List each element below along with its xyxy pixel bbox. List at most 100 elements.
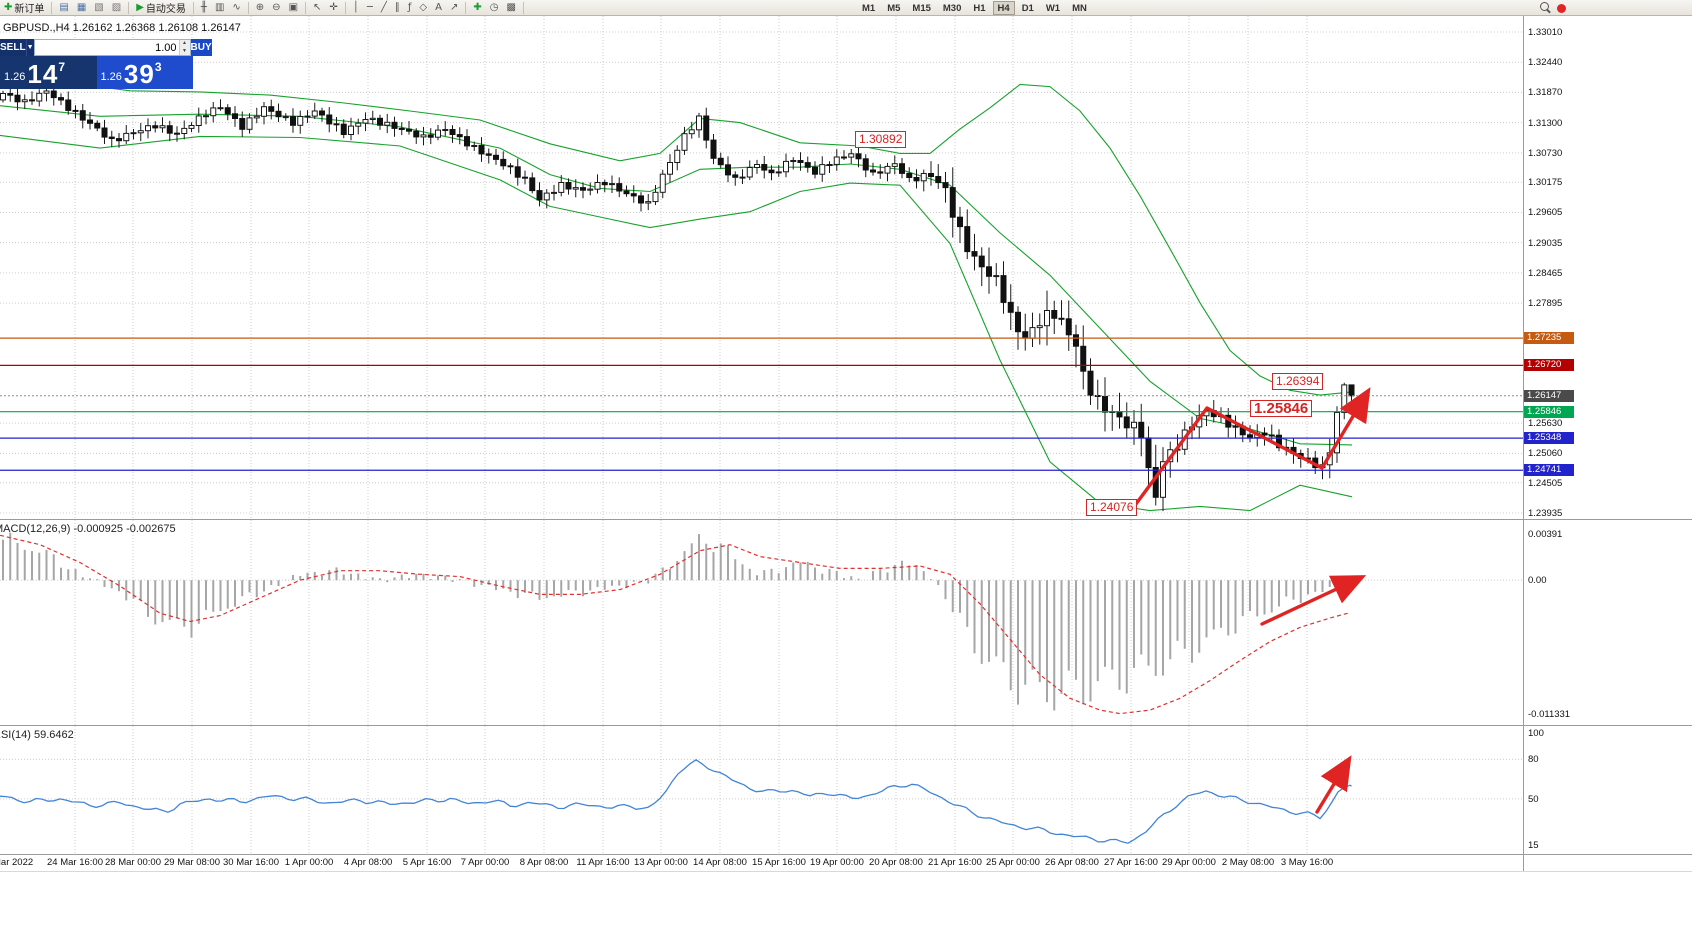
strategy-tester-icon: ▨ [111,1,122,13]
trendline-icon[interactable]: ╱ [378,1,390,15]
volume-spin-buttons: ▲ ▼ [178,40,190,55]
tile-windows-icon: ▣ [288,1,299,13]
timeframe-w1[interactable]: W1 [1045,2,1061,14]
templates-icon[interactable]: ▩ [503,1,518,15]
trend-arrow-main[interactable] [1131,387,1371,510]
order-options-caret-icon[interactable]: ▼ [25,39,34,56]
cursor-icon[interactable]: ↖ [310,1,324,15]
timeframe-m15[interactable]: M15 [912,2,931,14]
crosshair-icon[interactable]: ✛ [326,1,340,15]
strategy-tester-icon[interactable]: ▨ [109,1,124,15]
buy-price-pip: 3 [154,60,162,74]
price-annotation[interactable]: 1.24076 [1086,499,1138,516]
periods-icon: ◷ [489,1,499,13]
timeframe-d1[interactable]: D1 [1021,2,1034,14]
buy-price[interactable]: 1.26 39 3 [96,56,193,89]
auto-trading-button-label: 自动交易 [145,4,186,15]
rsi-label: RSI(14) 59.6462 [0,729,74,741]
zoom-out-icon[interactable]: ⊖ [269,1,283,15]
shapes-icon: ◇ [419,1,428,13]
toolbar-separator [344,1,346,14]
bar-chart-icon: ╫ [200,1,207,13]
price-annotation[interactable]: 1.25846 [1250,400,1313,417]
periods-icon[interactable]: ◷ [487,1,502,15]
vertical-line-icon: │ [352,1,359,13]
timeframe-h1[interactable]: H1 [973,2,986,14]
market-watch-icon: ▤ [59,1,69,13]
sell-price-pip: 7 [58,60,66,74]
cursor-icon: ↖ [313,1,322,13]
shapes-icon[interactable]: ◇ [416,1,430,15]
terminal-icon: ▧ [94,1,104,13]
toolbar-separator [51,1,53,14]
horizontal-line-icon[interactable]: ─ [364,1,376,15]
toolbar-right [1540,2,1566,14]
timeframe-h4[interactable]: H4 [992,0,1015,15]
line-chart-icon[interactable]: ∿ [229,1,243,15]
sell-price-digits: 14 [27,59,59,89]
auto-trading-button[interactable]: ▶ 自动交易 [133,1,189,16]
fibonacci-icon: ƒ [407,1,412,13]
volume-up-icon[interactable]: ▲ [179,40,190,48]
arrow-tool-icon[interactable]: ↗ [447,1,461,15]
auto-trading-icon: ▶ [136,1,144,13]
notification-badge[interactable] [1557,3,1566,13]
bollinger-lower [0,134,1353,512]
price-annotation[interactable]: 1.30892 [855,131,907,148]
volume-down-icon[interactable]: ▼ [179,47,190,55]
navigator-icon[interactable]: ▦ [74,1,89,15]
line-chart-icon: ∿ [232,1,241,13]
terminal-icon[interactable]: ▧ [91,1,106,15]
zoom-in-icon[interactable]: ⊕ [253,1,267,15]
timeframe-m1[interactable]: M1 [862,2,876,14]
fibonacci-icon[interactable]: ƒ [405,1,415,15]
new-order-button[interactable]: ✚ 新订单 [1,1,47,16]
toolbar: ✚ 新订单 ▤ ▦ ▧ ▨ ▶ 自动交易 ╫ ▥ ∿ ⊕ ⊖ ▣ ↖ ✛ │ ─ ╱ ∥ ƒ ◇ A ↗ ✚ ◷ ▩ M1 M5 M15… [0,0,1692,16]
toolbar-separator [305,1,307,14]
price-annotation[interactable]: 1.26394 [1272,373,1324,390]
panel-separator[interactable] [0,725,1692,726]
sell-button[interactable]: SELL [0,39,26,56]
one-click-trade-panel: SELL ▼ ▲ ▼ BUY 1.26 14 7 1.26 39 3 [0,39,212,89]
panel-separator [0,854,1692,855]
timeframe-mn[interactable]: MN [1072,2,1087,14]
new-order-icon: ✚ [4,1,13,13]
symbol-ohlc-header: GBPUSD.,H4 1.26162 1.26368 1.26108 1.261… [3,22,241,34]
tile-windows-icon[interactable]: ▣ [286,1,301,15]
text-label-icon[interactable]: A [432,1,445,15]
toolbar-separator [522,1,524,14]
indicators-icon[interactable]: ✚ [470,1,484,15]
time-axis-border [0,871,1692,872]
rsi-line [0,759,1352,844]
timeframe-m5[interactable]: M5 [887,2,901,14]
navigator-icon: ▦ [76,1,87,13]
search-icon[interactable] [1540,2,1552,14]
market-watch-icon[interactable]: ▤ [56,1,71,15]
toolbar-separator [192,1,194,14]
indicators-icon: ✚ [473,1,482,13]
buy-price-digits: 39 [123,59,155,89]
zoom-out-icon: ⊖ [272,1,281,13]
volume-input[interactable] [34,40,179,55]
sell-price[interactable]: 1.26 14 7 [0,56,97,89]
toolbar-items: ✚ 新订单 ▤ ▦ ▧ ▨ ▶ 自动交易 ╫ ▥ ∿ ⊕ ⊖ ▣ ↖ ✛ │ ─ ╱ ∥ ƒ ◇ A ↗ ✚ ◷ ▩ [0,0,856,16]
trend-arrow-rsi[interactable] [1315,755,1352,814]
channel-icon: ∥ [394,1,400,13]
buy-button[interactable]: BUY [190,39,212,56]
channel-icon[interactable]: ∥ [392,1,403,15]
sell-price-prefix: 1.26 [4,71,26,83]
panel-separator[interactable] [0,519,1692,520]
arrow-tool-icon: ↗ [449,1,459,13]
candlestick-chart-icon[interactable]: ▥ [212,1,227,15]
timeframe-m30[interactable]: M30 [942,2,962,14]
bar-chart-icon[interactable]: ╫ [198,1,210,15]
toolbar-separator [128,1,130,14]
trend-arrow-macd[interactable] [1260,575,1367,626]
vertical-line-icon[interactable]: │ [350,1,362,15]
horizontal-line-icon: ─ [366,1,373,13]
text-label-icon: A [435,1,442,13]
volume-stepper: ▲ ▼ [33,39,191,56]
zoom-in-icon: ⊕ [255,1,265,13]
